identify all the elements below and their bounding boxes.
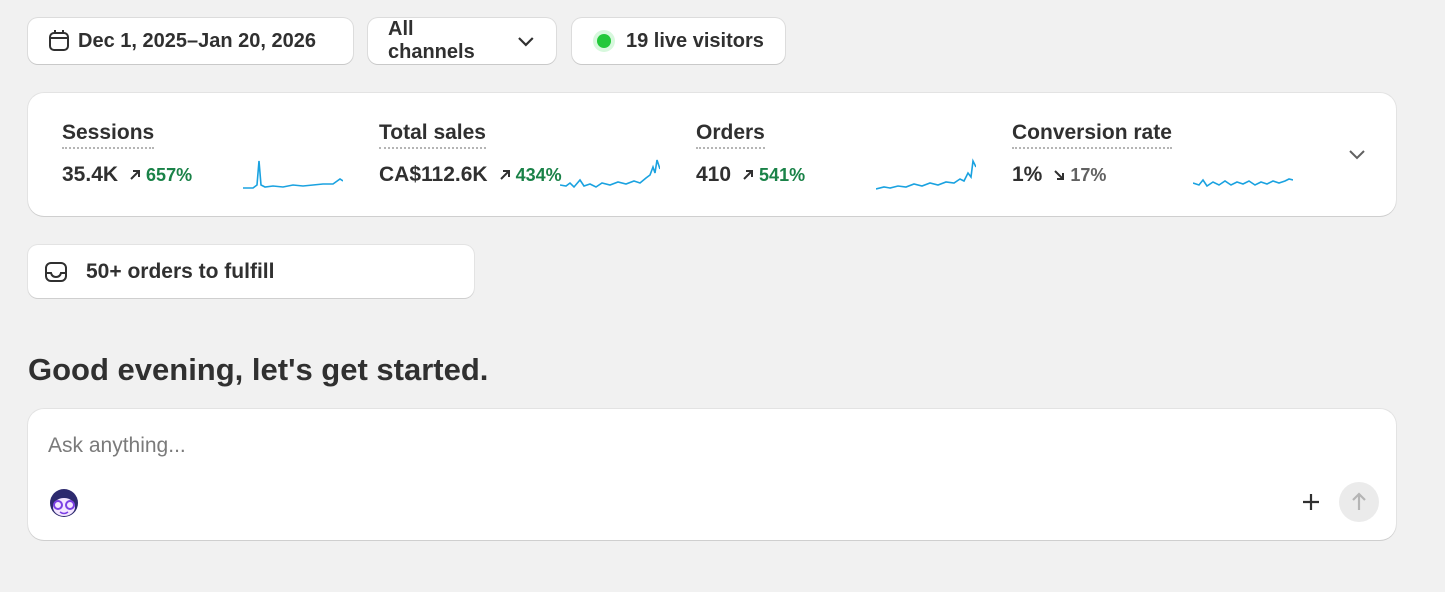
metric-label[interactable]: Conversion rate	[1012, 121, 1172, 149]
send-button[interactable]	[1338, 481, 1380, 523]
up-arrow	[499, 170, 510, 180]
sparkline	[560, 159, 660, 189]
metric-change: 657%	[146, 164, 193, 185]
metric-label[interactable]: Sessions	[62, 121, 155, 149]
metric: 1% 17%	[1012, 163, 1106, 187]
metric-change: 541%	[759, 164, 806, 185]
up-arrow	[743, 170, 754, 180]
sparkline	[1193, 178, 1293, 188]
down-arrow	[1054, 170, 1065, 180]
metrics-card: Sessions 35.4K 657% Total sales CA$112.6…	[28, 93, 1396, 216]
metric-change-wrap: 434%	[498, 165, 562, 186]
live-dot	[593, 30, 615, 52]
up-arrow	[130, 170, 141, 180]
assistant-avatar	[50, 489, 78, 517]
metric-label[interactable]: Orders	[696, 121, 765, 149]
metric-change: 17%	[1070, 164, 1107, 185]
sparkline	[876, 158, 976, 190]
date-range-button[interactable]: Dec 1, 2025–Jan 20, 2026	[28, 18, 353, 64]
metric-change-wrap: 17%	[1052, 165, 1106, 186]
metric-value: 35.4K	[62, 163, 119, 186]
sparkline	[243, 160, 343, 189]
expand-icon[interactable]	[1346, 147, 1368, 163]
calendar-icon	[49, 30, 69, 51]
metric-label[interactable]: Total sales	[379, 121, 486, 149]
metric-value: 410	[696, 163, 732, 186]
metric-change-wrap: 657%	[128, 165, 192, 186]
metric: CA$112.6K 434%	[379, 163, 562, 187]
prompt-box[interactable]: Ask anything...	[28, 409, 1396, 540]
chevron-icon	[518, 37, 534, 47]
live-visitors: 19 live visitors	[626, 29, 764, 52]
metric-value: CA$112.6K	[379, 163, 488, 186]
metric-change: 434%	[515, 164, 562, 185]
add-button[interactable]	[1300, 491, 1322, 513]
metric: 35.4K 657%	[62, 163, 192, 187]
date-range: Dec 1, 2025–Jan 20, 2026	[78, 29, 316, 52]
metric-value: 1%	[1012, 163, 1043, 186]
metric-change-wrap: 541%	[741, 165, 805, 186]
channel: All channels	[388, 18, 475, 63]
task-text: 50+ orders to fulfill	[86, 259, 275, 283]
greeting: Good evening, let's get started.	[28, 352, 489, 387]
live-visitors-button[interactable]: 19 live visitors	[572, 18, 785, 64]
inbox-icon	[45, 261, 67, 282]
prompt-placeholder[interactable]: Ask anything...	[48, 434, 186, 457]
task-card[interactable]: 50+ orders to fulfill	[28, 245, 474, 298]
metric: 410 541%	[696, 163, 805, 187]
channel-button[interactable]: All channels	[368, 18, 556, 64]
